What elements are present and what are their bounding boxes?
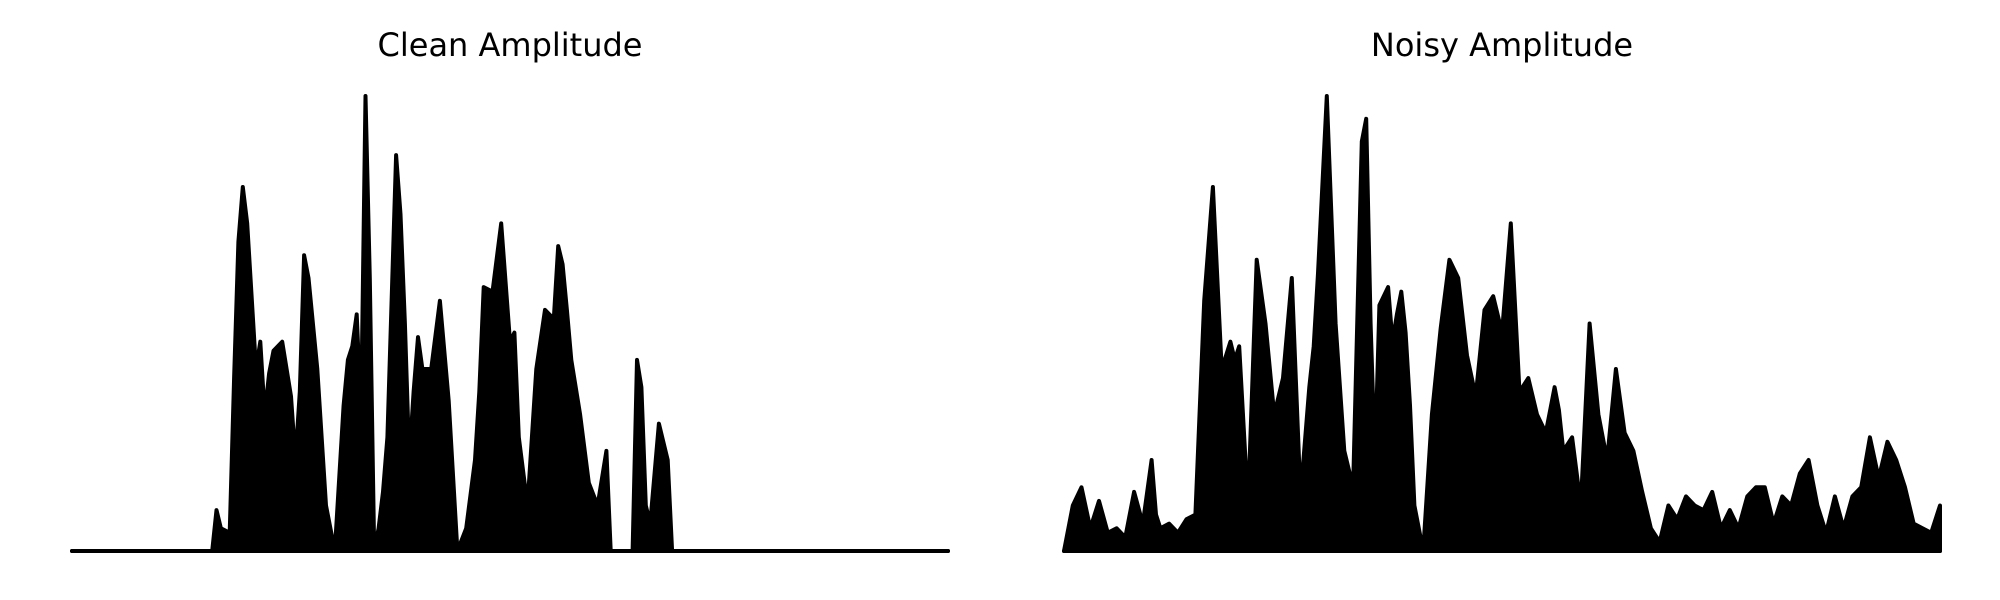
clean-amplitude-panel: Clean Amplitude [72,26,948,551]
noisy-amplitude-plot [1064,96,1940,551]
noisy-amplitude-title: Noisy Amplitude [1371,26,1633,64]
clean-amplitude-title: Clean Amplitude [378,26,643,64]
clean-amplitude-plot [72,96,948,551]
noisy-amplitude-panel: Noisy Amplitude [1064,26,1940,551]
